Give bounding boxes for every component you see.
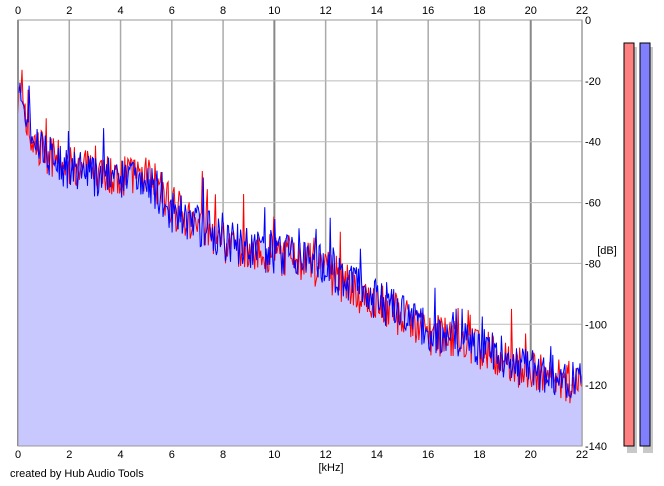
x-tick-label-top: 20: [525, 5, 537, 17]
right-level-meter: [639, 42, 651, 447]
x-tick-label-top: 12: [320, 5, 332, 17]
y-tick-label: 0: [585, 15, 591, 27]
y-tick-label: -60: [585, 198, 601, 210]
y-tick-label: -40: [585, 137, 601, 149]
y-axis-label: [dB]: [597, 245, 617, 257]
y-tick-label: -120: [585, 380, 607, 392]
x-tick-label-top: 2: [66, 5, 72, 17]
x-tick-label-top: 18: [473, 5, 485, 17]
x-tick-label-top: 14: [371, 5, 383, 17]
y-tick-label: -20: [585, 76, 601, 88]
x-tick-label-top: 0: [15, 5, 21, 17]
left-level-meter: [623, 42, 635, 447]
x-tick-label-top: 16: [422, 5, 434, 17]
x-tick-label-bottom: 18: [473, 449, 485, 461]
x-tick-label-bottom: 16: [422, 449, 434, 461]
y-tick-label: -80: [585, 258, 601, 270]
tick-labels: 002244668810101212141416161818202022220-…: [15, 5, 607, 461]
x-tick-label-top: 8: [220, 5, 226, 17]
x-tick-label-bottom: 14: [371, 449, 383, 461]
x-tick-label-bottom: 22: [576, 449, 588, 461]
x-tick-label-bottom: 0: [15, 449, 21, 461]
x-tick-label-bottom: 4: [117, 449, 123, 461]
x-tick-label-bottom: 10: [268, 449, 280, 461]
level-meters: [623, 42, 653, 453]
x-tick-label-bottom: 2: [66, 449, 72, 461]
axes: [17, 19, 583, 447]
x-tick-label-bottom: 20: [525, 449, 537, 461]
y-tick-label: -140: [585, 441, 607, 453]
x-tick-label-bottom: 6: [169, 449, 175, 461]
credit-text: created by Hub Audio Tools: [10, 468, 144, 480]
x-tick-label-top: 10: [268, 5, 280, 17]
spectrum-lines: [17, 69, 583, 404]
x-tick-label-top: 4: [117, 5, 123, 17]
x-axis-label: [kHz]: [318, 462, 343, 474]
series-line-right: [17, 82, 583, 399]
plot-frame: [17, 19, 583, 447]
x-tick-label-bottom: 8: [220, 449, 226, 461]
x-tick-label-bottom: 12: [320, 449, 332, 461]
y-tick-label: -100: [585, 319, 607, 331]
x-tick-label-top: 6: [169, 5, 175, 17]
x-tick-label-top: 22: [576, 5, 588, 17]
